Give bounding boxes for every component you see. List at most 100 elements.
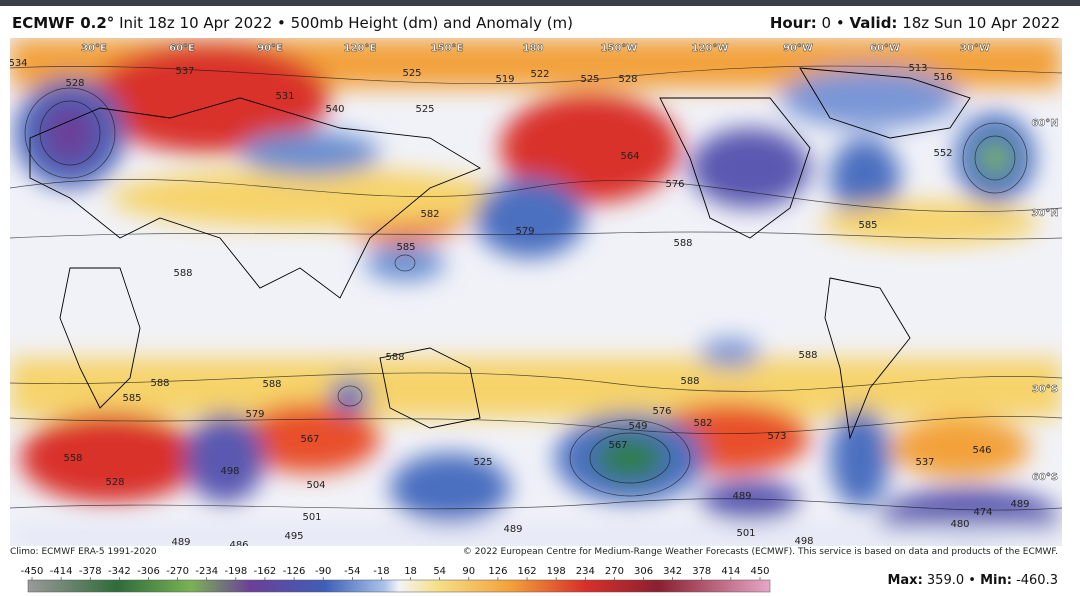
hour-value: 0 •: [821, 14, 845, 32]
graticule-label: 60°S: [1032, 472, 1058, 483]
contour-label: 504: [306, 480, 325, 491]
contour-label: 531: [275, 91, 294, 102]
title-rest: Init 18z 10 Apr 2022 • 500mb Height (dm)…: [119, 14, 574, 32]
valid-label: Valid:: [849, 14, 898, 32]
graticule-label: 30°W: [960, 43, 990, 54]
contour-label: 528: [618, 74, 637, 85]
colorbar-tick-label: -198: [224, 566, 247, 577]
contour-label: 582: [420, 209, 439, 220]
graticule-label: 60°W: [870, 43, 900, 54]
graticule-label: 30°N: [1031, 208, 1058, 219]
colorbar-tick-label: 342: [663, 566, 682, 577]
colorbar-tick-label: -18: [373, 566, 389, 577]
contour-label: 588: [150, 378, 169, 389]
colorbar-tick-label: 126: [488, 566, 507, 577]
sep: •: [968, 573, 976, 588]
contour-label: 576: [665, 179, 684, 190]
contour-label: 489: [171, 537, 190, 546]
colorbar-tick-label: 270: [605, 566, 624, 577]
contour-label: 552: [933, 148, 952, 159]
contour-label: 588: [385, 352, 404, 363]
contour-label: 489: [732, 491, 751, 502]
colorbar-tick-label: -414: [50, 566, 73, 577]
contour-label: 546: [972, 445, 991, 456]
contour-label: 588: [673, 238, 692, 249]
contour-label: 516: [933, 72, 952, 83]
colorbar-tick-label: 414: [721, 566, 740, 577]
contour-label: 549: [628, 421, 647, 432]
contour-label: 588: [798, 350, 817, 361]
colorbar-tick-label: -54: [344, 566, 360, 577]
colorbar-tick-label: -378: [79, 566, 102, 577]
graticule-label: 90°W: [783, 43, 813, 54]
contour-label: 585: [396, 242, 415, 253]
graticule-label: 150°W: [601, 43, 638, 54]
valid-value: 18z Sun 10 Apr 2022: [902, 14, 1060, 32]
contour-label: 588: [680, 376, 699, 387]
graticule-label: 120°W: [692, 43, 729, 54]
contour-label: 534: [10, 58, 28, 69]
contour-label: 579: [515, 226, 534, 237]
contour-label: 567: [608, 440, 627, 451]
contour-label: 525: [473, 457, 492, 468]
colorbar-tick-label: 378: [692, 566, 711, 577]
colorbar-tick-label: -234: [195, 566, 218, 577]
colorbar-tick-label: 306: [634, 566, 653, 577]
contour-label: 582: [693, 418, 712, 429]
copyright: © 2022 European Centre for Medium-Range …: [462, 547, 1058, 557]
header-title: ECMWF 0.2° Init 18z 10 Apr 2022 • 500mb …: [12, 14, 573, 32]
min-label: Min:: [980, 573, 1012, 588]
header-valid: Hour: 0 • Valid: 18z Sun 10 Apr 2022: [770, 14, 1060, 32]
hour-label: Hour:: [769, 14, 817, 32]
colorbar-tick-label: -90: [315, 566, 331, 577]
graticule-label: 60°N: [1031, 118, 1058, 129]
colorbar-tick-label: 234: [576, 566, 595, 577]
contour-label: 588: [262, 379, 281, 390]
graticule-label: 180: [523, 43, 544, 54]
colorbar-tick-label: 90: [462, 566, 475, 577]
graticule-label: 90°E: [257, 43, 283, 54]
colorbar-tick-label: 54: [433, 566, 446, 577]
contour-label: 558: [63, 453, 82, 464]
colorbar-tick-label: -450: [21, 566, 44, 577]
contour-label: 588: [173, 268, 192, 279]
contour-label: 579: [245, 409, 264, 420]
map: 30°E 60°E 90°E 120°E 150°E 180 150°W 120°W 90°W 6…: [10, 38, 1062, 546]
colorbar-tick-label: 18: [404, 566, 417, 577]
contour-label: 522: [530, 69, 549, 80]
colorbar-ramp: [27, 579, 771, 593]
contour-label: 537: [175, 66, 194, 77]
stats: Max: 359.0 • Min: -460.3: [887, 573, 1058, 588]
colorbar-tick-label: -162: [254, 566, 277, 577]
contour-label: 528: [65, 78, 84, 89]
contour-label: 489: [1010, 499, 1029, 510]
colorbar-tick-label: 450: [750, 566, 769, 577]
contour-label: 480: [950, 519, 969, 530]
colorbar-tick-label: 198: [547, 566, 566, 577]
contour-label: 573: [767, 431, 786, 442]
max-label: Max:: [887, 573, 923, 588]
contour-label: 528: [105, 477, 124, 488]
contour-label: 525: [580, 74, 599, 85]
graticule-label: 30°S: [1032, 384, 1058, 395]
colorbar-tick-label: -342: [108, 566, 131, 577]
contour-label: 564: [620, 151, 639, 162]
top-bar: [0, 0, 1080, 6]
contour-label: 525: [402, 68, 421, 79]
contour-label: 576: [652, 406, 671, 417]
contour-label: 537: [915, 457, 934, 468]
title-bold: ECMWF 0.2°: [12, 14, 115, 32]
contour-label: 498: [794, 536, 813, 546]
contour-label: 498: [220, 466, 239, 477]
contour-label: 567: [300, 434, 319, 445]
contour-label: 489: [503, 524, 522, 535]
max-value: 359.0: [926, 573, 965, 588]
graticule-label: 60°E: [169, 43, 195, 54]
contour-label: 585: [858, 220, 877, 231]
climo-note: Climo: ECMWF ERA-5 1991-2020: [10, 547, 157, 557]
colorbar-tick-label: -306: [137, 566, 160, 577]
contour-label: 501: [302, 512, 321, 523]
graticule-label: 30°E: [81, 43, 107, 54]
graticule-label: 150°E: [431, 43, 464, 54]
